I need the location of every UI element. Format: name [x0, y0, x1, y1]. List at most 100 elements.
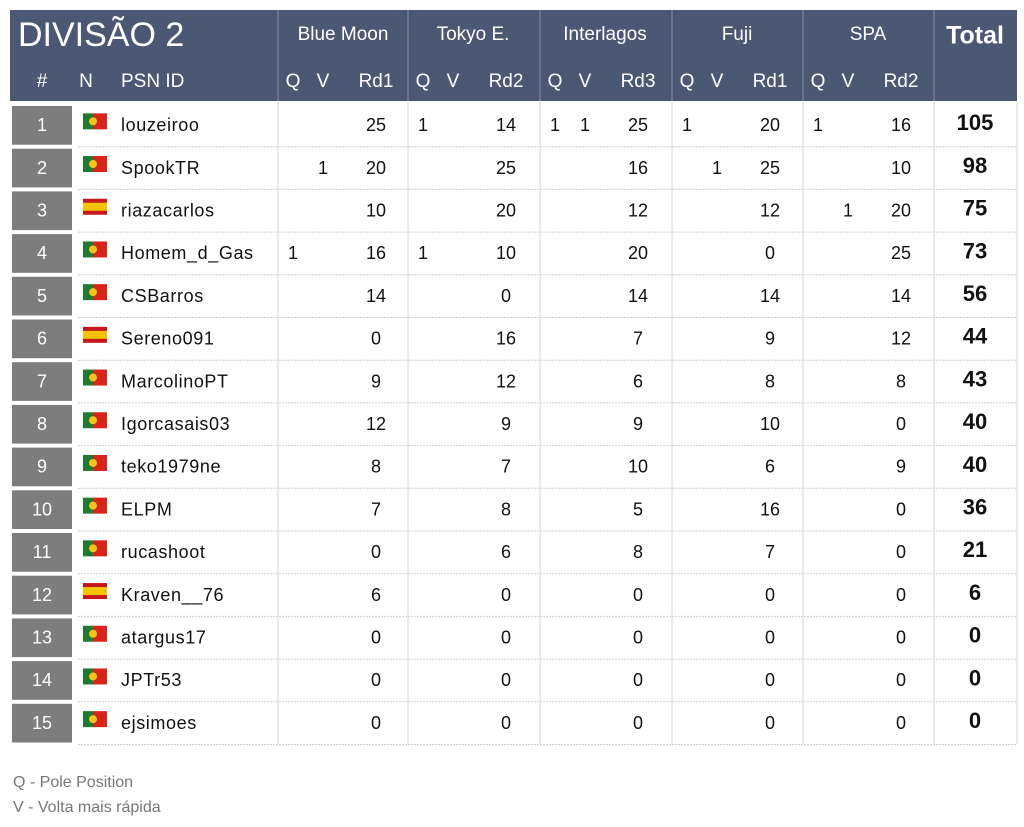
pos-cell	[12, 404, 72, 444]
points: 7	[371, 499, 381, 519]
flag	[93, 412, 107, 429]
total: 36	[963, 494, 987, 519]
v-header: V	[842, 71, 855, 92]
flag	[83, 587, 107, 596]
points: 0	[633, 585, 643, 605]
psn-id: Kraven__76	[121, 585, 224, 606]
points: 9	[896, 457, 906, 477]
flag	[83, 241, 93, 258]
total: 40	[963, 409, 987, 434]
points: 14	[366, 286, 386, 306]
points: 8	[371, 457, 381, 477]
points: 10	[628, 457, 648, 477]
flag	[89, 715, 97, 724]
points: 0	[633, 670, 643, 690]
psn-id: Homem_d_Gas	[121, 243, 254, 264]
psn-id: ejsimoes	[121, 713, 197, 733]
flag	[83, 711, 93, 728]
points: 0	[896, 542, 906, 562]
points: 5	[633, 499, 643, 519]
points: 8	[633, 542, 643, 562]
points: 0	[896, 499, 906, 519]
pos-cell	[12, 575, 72, 615]
points: 10	[891, 158, 911, 178]
points: 9	[501, 414, 511, 434]
track-name: Interlagos	[563, 24, 646, 45]
points: 16	[891, 115, 911, 135]
header-bg	[10, 10, 1017, 101]
points: 0	[765, 670, 775, 690]
position: 10	[32, 499, 52, 519]
psn-id: MarcolinoPT	[121, 371, 229, 391]
flag	[83, 497, 93, 514]
points: 0	[765, 585, 775, 605]
position: 12	[32, 585, 52, 605]
points: 0	[765, 243, 775, 263]
flag	[89, 501, 97, 510]
psn-id: ELPM	[121, 499, 172, 519]
flag	[89, 458, 97, 467]
position: 9	[37, 457, 47, 477]
position: 15	[32, 713, 52, 733]
pos-cell	[12, 276, 72, 316]
pos-cell	[12, 618, 72, 658]
total: 75	[963, 196, 987, 221]
points: 25	[760, 158, 780, 178]
flag	[93, 156, 107, 173]
q-header: Q	[680, 71, 695, 92]
round-header: Rd2	[884, 71, 919, 92]
points: 0	[765, 628, 775, 648]
points: 0	[633, 713, 643, 733]
psn-id: JPTr53	[121, 670, 182, 690]
points: 6	[765, 457, 775, 477]
points: 0	[501, 713, 511, 733]
psn-id: Igorcasais03	[121, 414, 230, 434]
points: 7	[633, 329, 643, 349]
points: 20	[366, 158, 386, 178]
flag	[93, 369, 107, 386]
psn-id: SpookTR	[121, 158, 200, 178]
psn-id: CSBarros	[121, 286, 204, 306]
points: 25	[628, 115, 648, 135]
total: 0	[969, 623, 981, 648]
total: 44	[963, 324, 988, 349]
flag	[89, 544, 97, 553]
points: 16	[496, 329, 516, 349]
points: 10	[366, 201, 386, 221]
nation-header: N	[79, 71, 93, 92]
total: 21	[963, 537, 987, 562]
pos-cell	[12, 106, 72, 145]
total: 6	[969, 580, 981, 605]
points: 12	[760, 201, 780, 221]
flag	[93, 241, 107, 258]
fastest-lap: 1	[318, 158, 328, 178]
flag	[83, 454, 93, 471]
flag	[89, 416, 97, 425]
flag	[83, 625, 93, 642]
points: 20	[496, 201, 516, 221]
total: 43	[963, 366, 987, 391]
pole: 1	[813, 115, 823, 135]
points: 0	[371, 670, 381, 690]
psn-id: atargus17	[121, 628, 206, 648]
points: 0	[371, 542, 381, 562]
fastest-lap: 1	[580, 115, 590, 135]
points: 10	[760, 414, 780, 434]
points: 14	[891, 286, 911, 306]
points: 14	[628, 286, 648, 306]
position: 11	[33, 542, 52, 562]
points: 12	[496, 371, 516, 391]
v-header: V	[711, 71, 724, 92]
points: 8	[501, 499, 511, 519]
fastest-lap: 1	[712, 158, 722, 178]
total: 56	[963, 281, 987, 306]
pos-cell	[12, 533, 72, 572]
track-name: SPA	[850, 24, 887, 45]
position: 8	[37, 414, 47, 434]
points: 6	[633, 371, 643, 391]
total: 105	[957, 110, 994, 135]
points: 12	[628, 201, 648, 221]
q-header: Q	[548, 71, 563, 92]
flag	[89, 373, 97, 382]
